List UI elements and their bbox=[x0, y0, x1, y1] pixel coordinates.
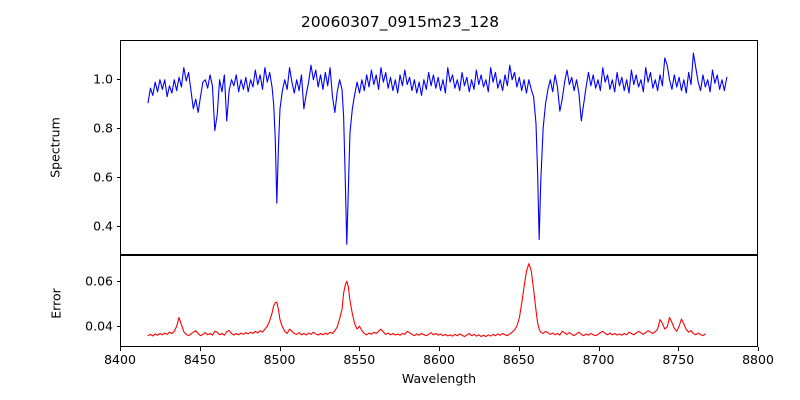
x-tick-mark bbox=[120, 347, 122, 351]
x-tick-mark bbox=[199, 347, 201, 351]
x-tick-mark bbox=[598, 347, 600, 351]
page-title: 20060307_0915m23_128 bbox=[300, 13, 500, 31]
x-tick-label: 8500 bbox=[263, 352, 296, 367]
spectrum-y-tick-label: 0.8 bbox=[93, 120, 113, 136]
spectrum-y-tick-mark bbox=[116, 127, 120, 130]
error-y-tick-mark bbox=[116, 325, 120, 327]
x-tick-mark bbox=[758, 347, 760, 351]
spectrum-y-tick-mark bbox=[116, 225, 120, 227]
spectrum-y-tick-label: 0.6 bbox=[93, 169, 113, 185]
x-tick-label: 8650 bbox=[502, 352, 535, 367]
x-tick-label: 8450 bbox=[183, 352, 216, 367]
x-tick-mark bbox=[439, 347, 441, 351]
x-axis-label: Wavelength bbox=[401, 371, 477, 386]
x-tick-label: 8550 bbox=[343, 352, 376, 367]
spectrum-y-tick-mark bbox=[116, 79, 120, 81]
spectrum-axis-label: Spectrum bbox=[47, 117, 63, 178]
error-plot-area bbox=[120, 255, 758, 347]
x-tick-label: 8800 bbox=[742, 352, 774, 367]
error-y-tick-label: 0.04 bbox=[85, 318, 113, 334]
spectrum-plot-area bbox=[120, 40, 758, 255]
x-tick-label: 8700 bbox=[582, 352, 615, 367]
x-tick-mark bbox=[359, 347, 361, 351]
x-tick-mark bbox=[518, 347, 520, 351]
x-tick-label: 8600 bbox=[423, 352, 455, 367]
spectrum-line-series bbox=[147, 52, 728, 245]
error-axis-label: Error bbox=[48, 288, 64, 319]
spectrum-y-tick-label: 1.0 bbox=[93, 71, 113, 87]
x-tick-label: 8400 bbox=[104, 352, 136, 367]
spectrum-y-tick-label: 0.4 bbox=[93, 218, 113, 234]
x-tick-mark bbox=[279, 347, 281, 351]
x-tick-label: 8750 bbox=[662, 352, 695, 367]
error-y-tick-label: 0.06 bbox=[85, 273, 113, 289]
spectrum-y-tick-mark bbox=[116, 176, 120, 178]
error-line-series bbox=[147, 263, 706, 338]
x-tick-mark bbox=[678, 347, 680, 351]
error-y-tick-mark bbox=[116, 280, 120, 282]
